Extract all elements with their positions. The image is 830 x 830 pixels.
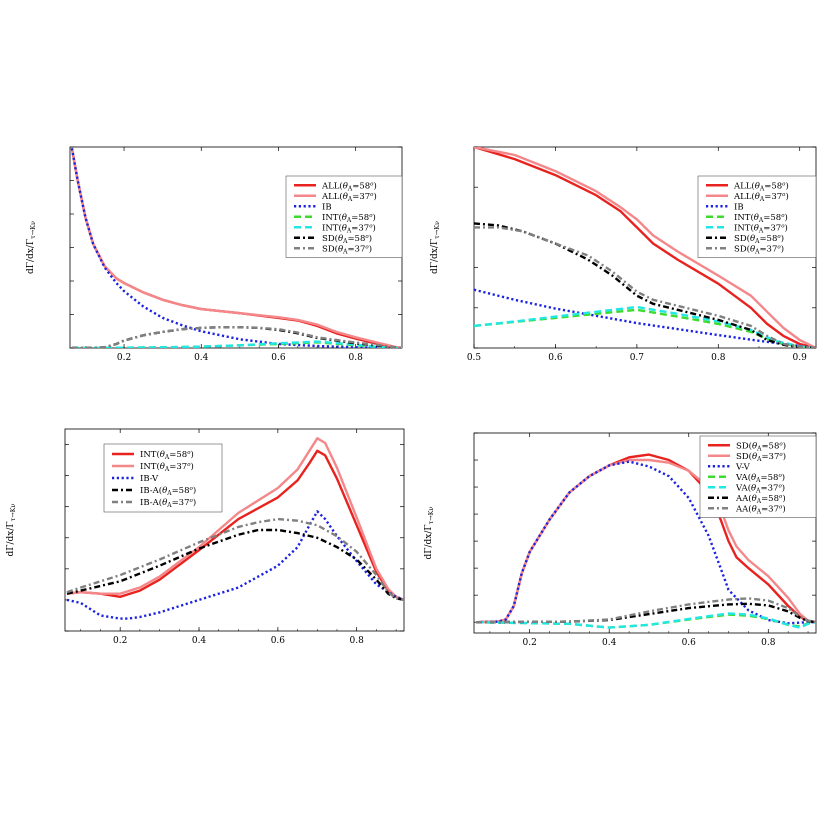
x-tick-label: 0.8 [761,638,776,648]
x-tick-label: 0.4 [194,353,209,363]
legend-label: SD(θA=37o) [734,243,784,255]
x-tick-label: 0.2 [523,638,537,648]
legend: INT(θA=58o)INT(θA=37o)IB-VIB-A(θA=58o)IB… [103,443,223,513]
series-group [66,437,404,620]
x-tick-label: 0.9 [793,353,808,363]
y-axis-label: dΓ/dx/Γτ→Kν [430,221,441,274]
series-line-all-thetaa-58 [474,147,816,348]
legend-label: INT(θA=37o) [322,222,376,234]
legend-label: SD(θA=58o) [734,233,784,245]
plot-frame [473,432,817,634]
legend-label: SD(θA=37o) [322,243,372,255]
legend-label: VA(θA=37o) [735,482,785,494]
legend-label: INT(θA=37o) [734,222,788,234]
legend-label: ALL(θA=58o) [321,180,377,192]
x-tick-label: 0.5 [467,353,482,363]
chart-panel-br: 0.2 0.4 0.6 0.8 dΓ/dx/Γτ→Kν SD(θA=58o)SD(θA=3… [424,432,817,648]
legend: ALL(θA=58o)ALL(θA=37o)IBINT(θA=58o)INT(θ… [285,175,403,258]
x-tick-label: 0.6 [682,638,697,648]
legend-label: V-V [735,462,751,472]
series-line-int-thetaa-37 [474,305,816,348]
legend-label: IB-A(θA=58o) [140,485,196,497]
series-group [475,453,816,629]
legend-label: AA(θA=37o) [735,503,786,515]
x-tick-label: 0.7 [630,353,645,363]
series-line-va-thetaa-37 [475,612,816,629]
y-axis-label: dΓ/dx/Γτ→Kν [26,221,37,274]
legend-label: INT(θA=58o) [140,449,194,461]
legend-label: INT(θA=58o) [322,212,376,224]
series-line-ib-a-thetaa-37 [66,517,404,602]
series-line-sd-thetaa-37 [474,226,816,348]
chart-panel-tr: 0.5 0.6 0.7 0.8 0.9 dΓ/dx/Γτ→Kν ALL(θA=58o)ALL… [430,146,817,363]
legend-label: ALL(θA=37o) [733,191,789,203]
legend-label: AA(θA=58o) [735,493,786,505]
legend-label: VA(θA=58o) [735,472,785,484]
series-group [474,147,816,348]
series-line-int-thetaa-58 [66,449,404,602]
legend-label: SD(θA=37o) [736,451,786,463]
x-tick-label: 0.8 [711,353,726,363]
chart-panel-bl: 0.2 0.4 0.6 0.8 dΓ/dx/Γτ→Kν INT(θA=58o)INT(θA… [6,428,405,646]
legend-label: ALL(θA=58o) [733,180,789,192]
series-group [70,148,402,348]
legend-label: INT(θA=37o) [140,461,194,473]
x-tick-label: 0.4 [192,636,207,646]
series-line-ib [474,288,816,348]
series-line-int-thetaa-37 [71,340,402,348]
x-tick-label: 0.6 [271,636,286,646]
x-tick-label: 0.6 [271,353,286,363]
series-line-v-v [475,460,816,625]
series-line-int-thetaa-37 [66,437,404,602]
y-axis-label: dΓ/dx/Γτ→Kν [424,506,435,559]
legend-label: INT(θA=58o) [734,212,788,224]
x-tick-label: 0.4 [602,638,617,648]
plot-frame [64,428,405,632]
legend-label: SD(θA=58o) [322,233,372,245]
chart-panel-tl: 0.2 0.4 0.6 0.8 dΓ/dx/Γτ→Kν ALL(θA=58o)ALL(θA… [26,146,403,363]
x-tick-label: 0.8 [350,636,365,646]
x-tick-label: 0.2 [117,353,131,363]
legend-label: IB [322,202,332,212]
legend-label: IB-V [140,474,159,484]
legend-label: IB [734,202,744,212]
series-line-ib-a-thetaa-58 [66,528,404,602]
series-line-aa-thetaa-37 [475,597,816,624]
legend-label: IB-A(θA=37o) [140,497,196,509]
series-line-sd-thetaa-37 [71,326,402,348]
series-line-all-thetaa-37 [474,147,816,348]
legend: ALL(θA=58o)ALL(θA=37o)IBINT(θA=58o)INT(θ… [697,175,817,258]
x-tick-label: 0.8 [349,353,364,363]
legend-label: SD(θA=58o) [736,440,786,452]
series-line-ib [70,148,402,348]
x-tick-label: 0.6 [548,353,563,363]
y-axis-label: dΓ/dx/Γτ→Kν [6,503,17,556]
x-tick-label: 0.2 [113,636,127,646]
legend: SD(θA=58o)SD(θA=37o)V-VVA(θA=58o)VA(θA=3… [699,435,817,518]
legend-label: ALL(θA=37o) [321,191,377,203]
